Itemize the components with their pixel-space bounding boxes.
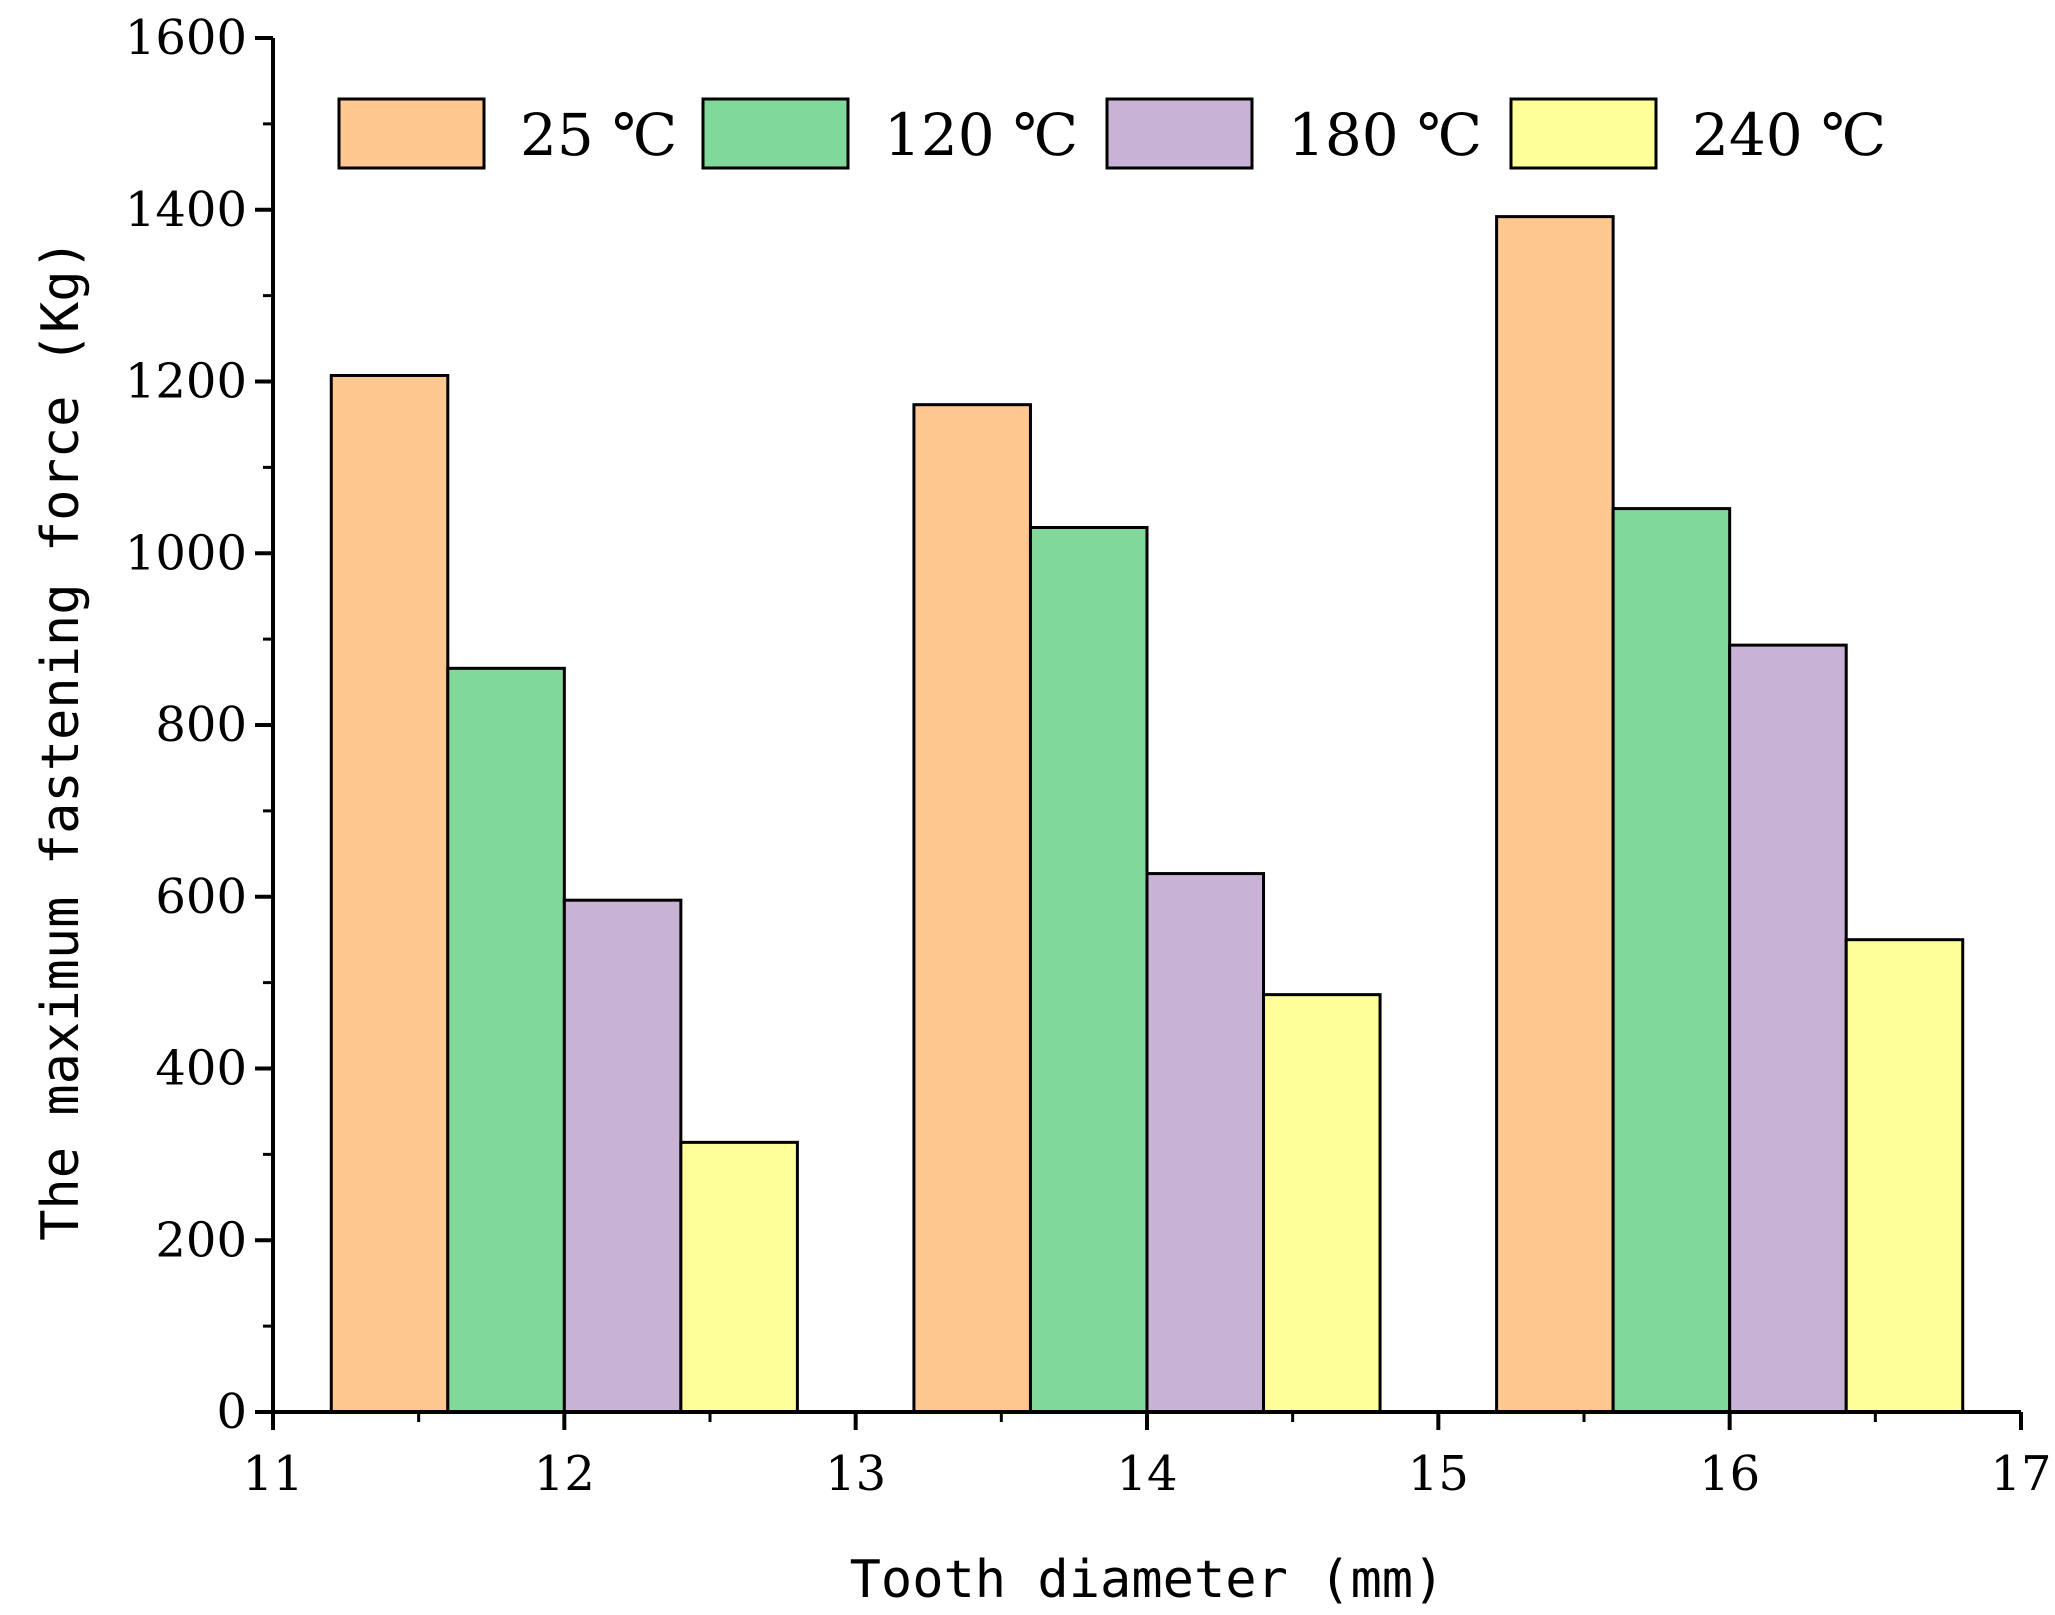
y-tick-label: 1000: [125, 525, 247, 581]
bar-240c-x14: [1262, 993, 1382, 1414]
x-tick-label: 11: [242, 1446, 303, 1502]
y-tick-label: 600: [155, 869, 247, 925]
bar-25c-x12: [329, 373, 450, 1414]
x-tick-label: 16: [1699, 1446, 1760, 1502]
y-tick-label: 1400: [125, 182, 247, 238]
x-ticks-group: 11 12 13 14 15 16 17: [242, 1412, 2052, 1502]
x-tick-label: 13: [825, 1446, 886, 1502]
bar-120c-x16: [1611, 507, 1732, 1414]
bar-25c-x14: [912, 403, 1032, 1414]
x-axis-title: Tooth diameter (mm): [850, 1550, 1445, 1610]
legend-label: 120 ℃: [884, 101, 1078, 169]
x-tick-label: 14: [1116, 1446, 1177, 1502]
legend-swatch: [1105, 97, 1254, 170]
legend-label: 240 ℃: [1692, 101, 1886, 169]
legend-swatch: [337, 97, 486, 170]
bar-180c-x12: [562, 898, 683, 1414]
x-tick-label: 17: [1990, 1446, 2051, 1502]
bar-240c-x12: [679, 1140, 799, 1414]
x-tick-label: 15: [1408, 1446, 1469, 1502]
x-tick-label: 12: [534, 1446, 595, 1502]
y-tick-label: 200: [155, 1212, 247, 1268]
legend-label: 25 ℃: [520, 101, 677, 169]
legend-label: 180 ℃: [1288, 101, 1482, 169]
legend-swatch: [1509, 97, 1658, 170]
y-tick-label: 1600: [125, 10, 247, 66]
legend-swatch: [701, 97, 850, 170]
y-tick-label: 800: [155, 697, 247, 753]
bar-240c-x16: [1844, 938, 1965, 1414]
y-tick-label: 0: [216, 1384, 247, 1440]
bar-180c-x14: [1145, 872, 1266, 1414]
legend: 25 ℃ 120 ℃ 180 ℃ 240 ℃: [337, 97, 1886, 170]
y-ticks-group: 0 200 400 600 800 1000 1200 1400 1600: [125, 10, 273, 1440]
y-tick-label: 400: [155, 1041, 247, 1097]
bars-group: [329, 215, 1965, 1414]
bar-120c-x14: [1028, 525, 1149, 1414]
bar-25c-x16: [1495, 215, 1615, 1414]
y-axis-title: The maximum fastening force (Kg): [31, 239, 91, 1241]
bar-180c-x16: [1728, 643, 1848, 1414]
bar-120c-x12: [446, 666, 566, 1414]
y-tick-label: 1200: [125, 354, 247, 410]
